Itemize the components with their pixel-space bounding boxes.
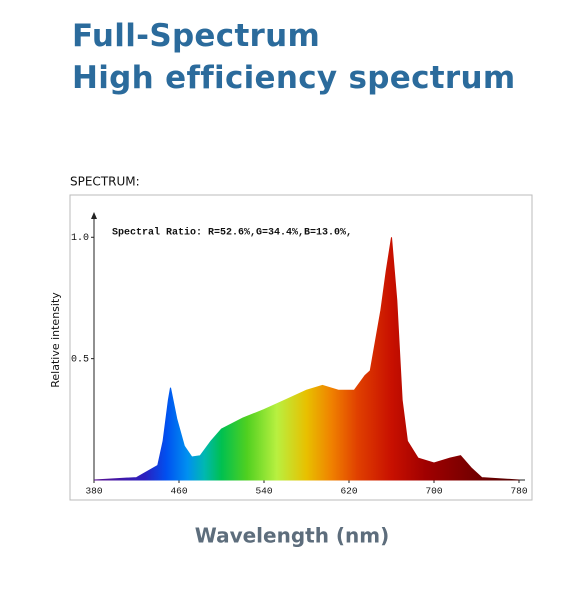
title: Full-Spectrum bbox=[72, 18, 321, 54]
y-tick-label: 0.5 bbox=[71, 354, 89, 365]
subtitle: High efficiency spectrum bbox=[72, 60, 516, 96]
x-tick-label: 380 bbox=[85, 486, 102, 497]
x-tick-label: 780 bbox=[510, 486, 527, 497]
x-axis-label: Wavelength (nm) bbox=[195, 524, 390, 548]
plot-frame bbox=[69, 194, 533, 501]
x-tick-label: 460 bbox=[170, 486, 187, 497]
x-tick-label: 620 bbox=[340, 486, 357, 497]
annotation: Spectral Ratio: R=52.6%,G=34.4%,B=13.0%, bbox=[112, 227, 352, 239]
x-tick-label: 540 bbox=[255, 486, 272, 497]
x-tick-label: 700 bbox=[425, 486, 442, 497]
y-axis-arrow bbox=[91, 212, 97, 219]
caption: SPECTRUM: bbox=[70, 175, 140, 189]
y-axis-label: Relative intensity bbox=[49, 292, 62, 388]
spectrum-area bbox=[93, 237, 520, 481]
y-tick-label: 1.0 bbox=[71, 233, 89, 244]
